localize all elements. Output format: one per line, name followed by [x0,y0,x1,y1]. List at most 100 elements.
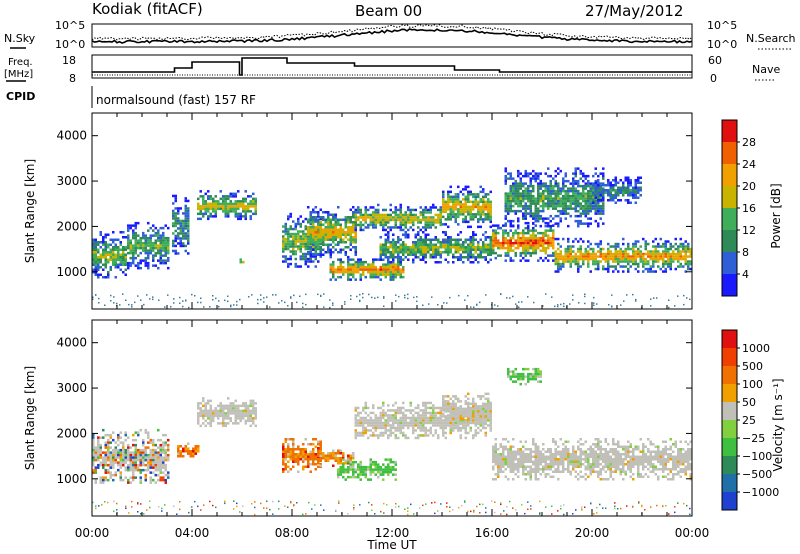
echo-cell [399,258,402,261]
echo-cell [147,433,150,437]
echo-cell [389,429,392,432]
echo-cell [122,261,125,264]
echo-cell [404,211,407,214]
echo-cell [634,250,637,253]
echo-cell [234,414,237,418]
echo-cell [542,204,545,208]
noise-speck [248,296,250,298]
noise-left-tick-top: 10^5 [55,19,85,32]
echo-cell [509,209,512,213]
echo-cell [392,465,395,469]
echo-cell [389,424,392,427]
echo-cell [434,253,437,256]
echo-cell [477,208,480,211]
echo-cell [422,411,425,415]
noise-speck [146,294,148,296]
echo-cell [362,465,365,469]
echo-cell [302,237,305,241]
echo-cell [284,440,287,443]
echo-cell [119,473,122,477]
echo-cell [249,399,252,403]
echo-cell [442,210,445,214]
echo-cell [492,251,495,255]
echo-cell [569,182,572,185]
echo-cell [407,426,410,430]
echo-cell [669,257,672,261]
echo-cell [254,200,257,203]
echo-cell [314,246,317,249]
echo-cell [674,255,677,258]
noise-speck [479,301,481,304]
echo-cell [574,214,577,218]
echo-cell [579,177,582,180]
echo-cell [119,458,122,462]
echo-cell [304,255,307,258]
echo-cell [162,239,165,242]
echo-cell [399,406,402,410]
echo-cell [542,184,545,188]
echo-cell [602,222,605,225]
echo-cell [569,247,572,251]
echo-cell [532,212,535,215]
echo-cell [349,231,352,234]
echo-cell [319,457,322,460]
echo-cell [577,192,580,195]
echo-cell [517,172,520,175]
echo-cell [534,199,537,203]
echo-cell [687,245,690,248]
echo-cell [607,194,610,197]
echo-cell [402,416,405,420]
echo-cell [164,448,167,452]
echo-cell [164,433,167,437]
echo-cell [254,417,257,420]
echo-cell [364,268,367,271]
echo-cell [387,416,390,420]
echo-cell [134,431,137,434]
echo-cell [147,458,150,462]
noise-speck [458,294,460,297]
echo-cell [677,247,680,251]
echo-cell [559,257,562,261]
echo-cell [474,213,477,216]
echo-cell [287,230,290,233]
echo-cell [337,206,340,209]
echo-cell [254,210,257,213]
echo-cell [514,209,517,213]
echo-cell [512,194,515,198]
echo-cell [654,260,657,263]
echo-cell [644,257,647,261]
echo-cell [197,447,200,450]
echo-cell [412,419,415,422]
echo-cell [524,204,527,208]
echo-cell [92,261,95,264]
echo-cell [514,251,517,255]
echo-cell [477,243,480,246]
echo-cell [167,446,170,449]
echo-cell [392,263,395,266]
echo-cell [204,424,207,428]
echo-cell [462,213,465,216]
echo-cell [522,217,525,220]
echo-cell [194,450,197,453]
echo-cell [447,225,450,229]
echo-cell [327,452,330,455]
echo-cell [437,248,440,251]
echo-cell [579,214,582,218]
echo-cell [687,262,690,266]
echo-cell [632,194,635,197]
echo-cell [284,247,287,251]
echo-cell [334,454,337,457]
echo-cell [367,478,370,481]
echo-cell [224,205,227,208]
echo-cell [437,216,440,219]
echo-cell [359,465,362,469]
echo-cell [547,229,550,232]
echo-cell [597,260,600,263]
echo-cell [352,463,355,466]
echo-cell [227,397,230,400]
echo-cell [109,466,112,469]
echo-cell [514,199,517,203]
echo-cell [504,229,507,232]
echo-cell [154,453,157,457]
echo-cell [652,252,655,256]
